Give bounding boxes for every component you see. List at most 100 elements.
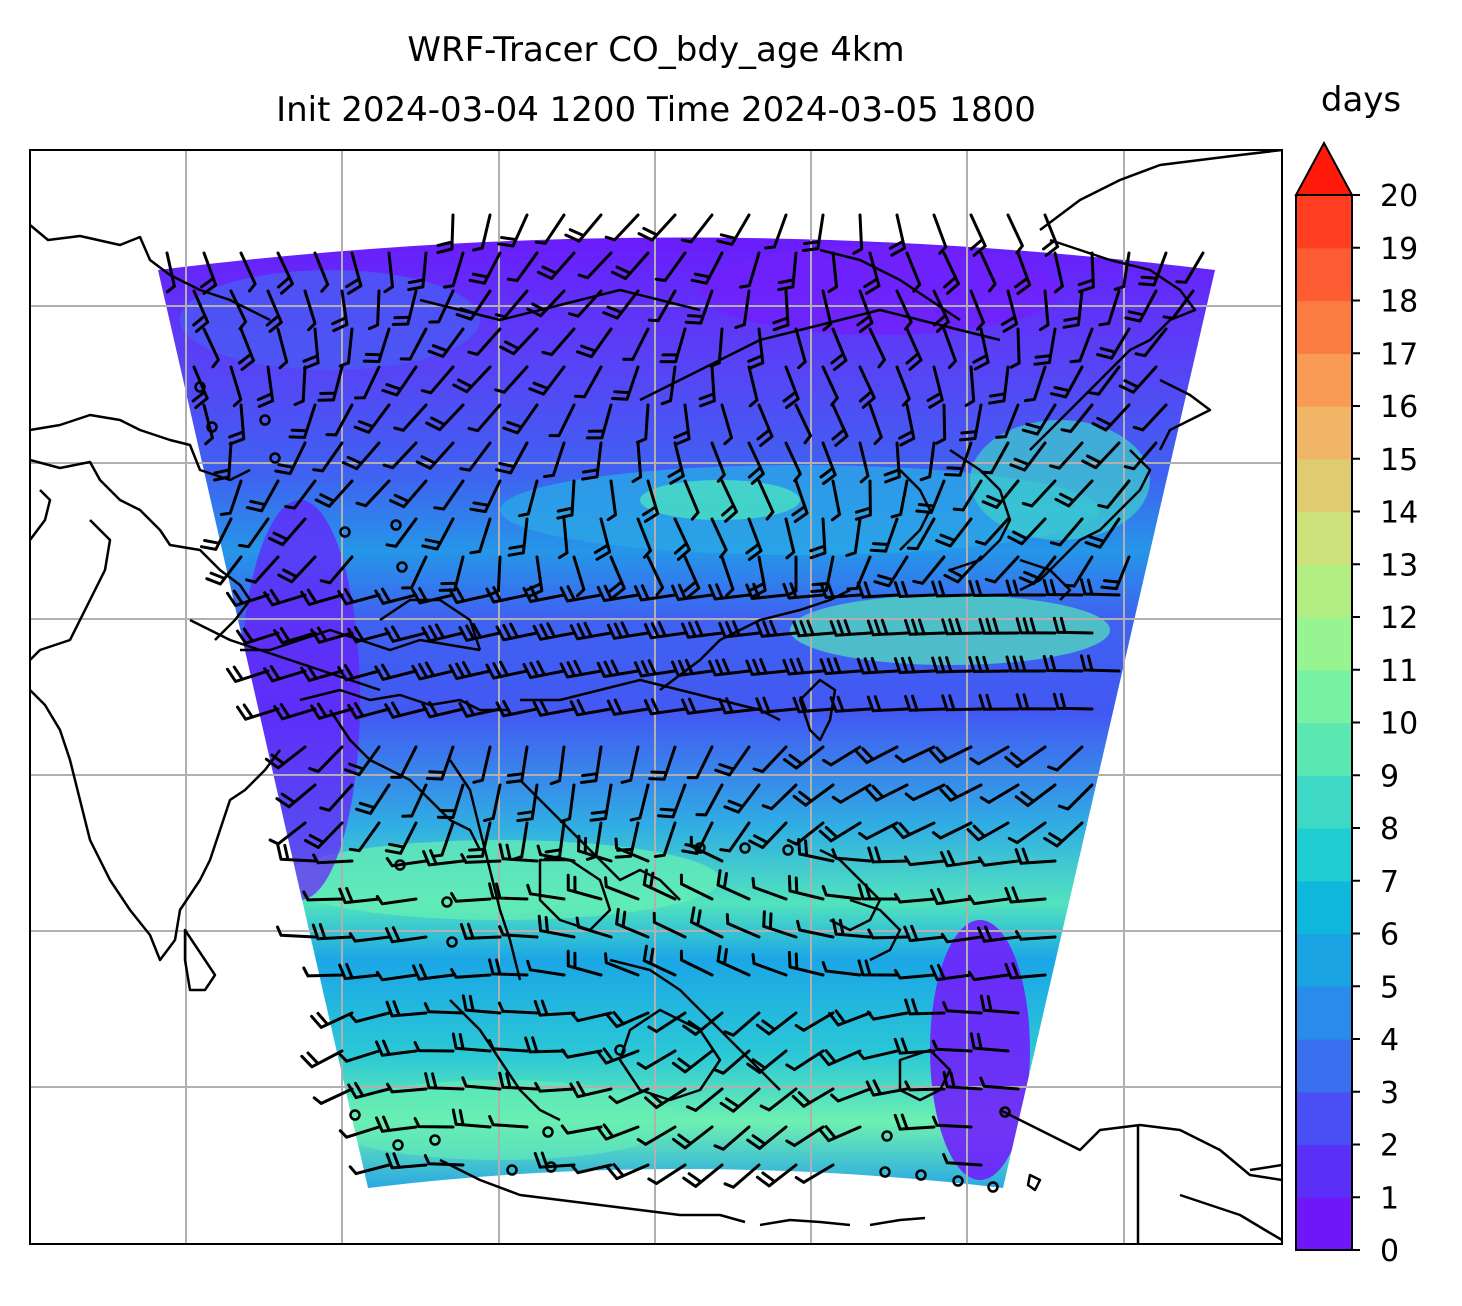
wind-barb bbox=[337, 664, 381, 682]
wind-barb bbox=[968, 579, 1010, 597]
wind-barb bbox=[367, 289, 381, 331]
wind-barb bbox=[671, 1125, 714, 1150]
wind-barb bbox=[569, 621, 613, 641]
wind-barb bbox=[831, 783, 872, 804]
wind-barb bbox=[569, 699, 613, 717]
wind-barb bbox=[829, 695, 872, 713]
wind-barb bbox=[772, 289, 790, 332]
wind-barb bbox=[433, 479, 465, 511]
wind-barb bbox=[200, 251, 218, 295]
wind-barb bbox=[755, 1163, 798, 1188]
wind-barb bbox=[310, 702, 354, 720]
wind-barb bbox=[466, 821, 492, 859]
wind-barb bbox=[713, 1125, 751, 1151]
wind-barb bbox=[467, 403, 502, 433]
wind-barb bbox=[782, 365, 800, 409]
calm-marker bbox=[446, 936, 458, 948]
wind-barb bbox=[695, 783, 724, 817]
wind-barb bbox=[761, 783, 798, 811]
colorbar-segment bbox=[1296, 617, 1352, 671]
wind-barb bbox=[723, 1011, 761, 1037]
wind-barb bbox=[738, 251, 761, 289]
wind-barb bbox=[604, 213, 640, 242]
wind-barb bbox=[596, 584, 640, 602]
wind-barb bbox=[819, 581, 862, 599]
wind-barb bbox=[1024, 365, 1047, 403]
wind-barb bbox=[745, 658, 788, 676]
wind-barb bbox=[614, 837, 650, 863]
wind-barb bbox=[580, 745, 603, 784]
wind-barb bbox=[488, 1039, 529, 1053]
wind-barb bbox=[348, 821, 381, 853]
wind-barb bbox=[931, 580, 973, 598]
wind-barb bbox=[226, 589, 270, 607]
wind-barb bbox=[642, 868, 677, 901]
wind-barb bbox=[784, 517, 796, 560]
wind-barb bbox=[347, 626, 391, 644]
colorbar-segment bbox=[1296, 1091, 1352, 1146]
wind-barb bbox=[442, 251, 465, 289]
wind-barb bbox=[942, 1071, 983, 1091]
wind-barb bbox=[1053, 251, 1064, 294]
wind-barb bbox=[719, 1087, 761, 1113]
wind-barb bbox=[393, 403, 428, 432]
wind-barb bbox=[606, 621, 650, 640]
wind-barb bbox=[855, 745, 899, 765]
wind-barb bbox=[782, 582, 825, 600]
wind-barb bbox=[575, 916, 613, 939]
wind-barb bbox=[576, 327, 613, 359]
wind-barb bbox=[906, 517, 936, 551]
wind-barb bbox=[1015, 693, 1057, 711]
colorbar-segment bbox=[1296, 406, 1352, 460]
wind-barb bbox=[485, 660, 529, 680]
wind-barb bbox=[653, 821, 677, 858]
wind-barb bbox=[494, 289, 529, 319]
wind-barb bbox=[932, 213, 948, 255]
wind-barb bbox=[866, 1010, 909, 1021]
wind-barb bbox=[942, 251, 960, 295]
wind-barb bbox=[679, 873, 714, 901]
wind-barb bbox=[498, 843, 539, 863]
wind-barb bbox=[338, 962, 381, 981]
wind-barb bbox=[374, 663, 418, 681]
wind-barb bbox=[265, 289, 283, 333]
wind-barb bbox=[785, 1125, 825, 1147]
colorbar-segment bbox=[1296, 880, 1352, 935]
wind-barb bbox=[926, 365, 944, 409]
wind-barb bbox=[818, 1125, 862, 1143]
wind-barb bbox=[867, 846, 909, 864]
wind-barb bbox=[929, 887, 973, 906]
wind-barb bbox=[570, 1011, 613, 1023]
wind-barb bbox=[869, 517, 899, 553]
wind-barb bbox=[751, 953, 788, 977]
wind-barb bbox=[1060, 403, 1094, 433]
wind-barb bbox=[606, 1163, 650, 1181]
wind-barb bbox=[425, 745, 455, 781]
wind-barb bbox=[467, 327, 502, 356]
wind-barb bbox=[643, 698, 687, 716]
wind-barb bbox=[338, 1049, 381, 1063]
wind-barb bbox=[868, 327, 886, 369]
wind-barb bbox=[1038, 289, 1050, 332]
wind-barb bbox=[942, 327, 957, 369]
wind-barb bbox=[313, 251, 330, 293]
wind-barb bbox=[1079, 578, 1121, 597]
wind-barb bbox=[856, 289, 874, 333]
colorbar-tick-label: 13 bbox=[1380, 548, 1418, 583]
wind-barb bbox=[606, 479, 617, 522]
wind-barb bbox=[438, 555, 465, 592]
wind-barb bbox=[1050, 365, 1084, 399]
wind-barb bbox=[797, 838, 835, 863]
wind-barb bbox=[448, 661, 492, 680]
wind-barb bbox=[979, 783, 1020, 804]
wind-barb bbox=[528, 365, 566, 396]
wind-barb bbox=[718, 697, 761, 715]
wind-barbs bbox=[165, 213, 1205, 1189]
wind-barb bbox=[342, 441, 381, 471]
colorbar-segment bbox=[1296, 1197, 1352, 1251]
wind-barb bbox=[543, 441, 566, 479]
wind-barb bbox=[716, 213, 751, 246]
wind-barb bbox=[787, 950, 825, 977]
wind-barb bbox=[1042, 654, 1084, 673]
wind-barb bbox=[1088, 365, 1121, 396]
